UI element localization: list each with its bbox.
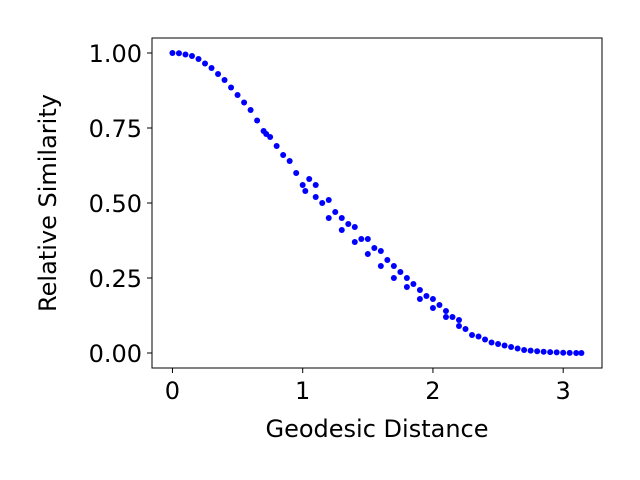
data-point — [429, 305, 436, 311]
data-point — [202, 60, 209, 67]
y-tick-label: 0.00 — [89, 340, 142, 368]
x-axis-label: Geodesic Distance — [266, 415, 489, 443]
data-point — [455, 323, 462, 329]
data-point — [221, 77, 228, 83]
data-point — [488, 339, 495, 346]
data-point — [169, 50, 176, 56]
y-tick-label: 0.50 — [89, 190, 142, 218]
data-point — [351, 239, 358, 245]
data-point — [377, 248, 384, 254]
data-point — [306, 176, 313, 182]
data-point — [390, 263, 397, 269]
data-point — [442, 308, 449, 314]
data-point — [364, 251, 371, 257]
data-point — [573, 350, 580, 356]
data-point — [332, 209, 339, 215]
data-point — [540, 348, 547, 355]
data-point — [390, 275, 397, 281]
data-point — [560, 349, 567, 356]
data-point — [364, 236, 371, 242]
data-point — [371, 245, 378, 251]
data-point — [527, 347, 534, 354]
y-axis-label: Relative Similarity — [34, 94, 62, 312]
data-point — [534, 348, 541, 355]
data-point — [403, 284, 410, 290]
data-point — [273, 143, 280, 149]
data-point — [293, 170, 300, 176]
data-point — [182, 51, 189, 58]
data-point — [280, 152, 287, 158]
x-tick-label: 3 — [556, 377, 571, 405]
x-axis-ticks: 0 1 2 3 — [165, 368, 571, 405]
data-point — [325, 215, 332, 221]
data-point — [462, 326, 469, 332]
data-point — [423, 293, 430, 299]
data-point — [228, 84, 235, 91]
data-point — [319, 200, 326, 206]
data-point — [247, 107, 254, 113]
data-point — [449, 314, 456, 320]
data-point — [416, 296, 423, 302]
x-tick-label: 1 — [295, 377, 310, 405]
data-point — [338, 227, 345, 233]
data-point — [312, 194, 319, 200]
data-point — [495, 341, 502, 347]
data-point — [241, 99, 248, 106]
y-tick-label: 1.00 — [89, 40, 142, 68]
y-tick-label: 0.75 — [89, 115, 142, 143]
data-point — [358, 236, 365, 242]
data-point — [286, 158, 293, 164]
data-point — [482, 336, 489, 343]
data-point — [208, 65, 215, 71]
y-tick-label: 0.25 — [89, 265, 142, 293]
data-point — [384, 257, 391, 263]
data-point — [566, 349, 573, 356]
data-point — [377, 263, 384, 269]
data-point — [188, 53, 195, 59]
data-point — [416, 287, 423, 293]
data-points — [169, 50, 585, 356]
data-point — [338, 215, 345, 221]
data-point — [501, 342, 508, 349]
data-point — [521, 347, 528, 353]
data-point — [442, 314, 449, 320]
data-point — [397, 269, 404, 275]
x-tick-label: 2 — [425, 377, 440, 405]
data-point — [312, 182, 319, 188]
data-point — [514, 345, 521, 352]
data-point — [547, 349, 554, 356]
data-point — [429, 296, 436, 302]
x-tick-label: 0 — [165, 377, 180, 405]
data-point — [345, 221, 352, 227]
data-point — [469, 332, 476, 338]
data-point — [403, 275, 410, 281]
data-point — [234, 92, 241, 98]
data-point — [455, 317, 462, 323]
data-point — [351, 224, 358, 230]
data-point — [325, 197, 332, 203]
data-point — [475, 333, 482, 340]
data-point — [215, 71, 222, 77]
data-point — [508, 344, 515, 350]
data-point — [267, 134, 274, 140]
data-point — [578, 350, 585, 356]
data-point — [410, 281, 417, 287]
y-axis-ticks: 0.00 0.25 0.50 0.75 1.00 — [89, 40, 152, 368]
data-point — [436, 302, 443, 308]
data-point — [175, 50, 182, 57]
data-point — [553, 349, 560, 356]
data-point — [254, 117, 261, 124]
data-point — [195, 56, 202, 62]
data-point — [299, 182, 306, 188]
data-point — [302, 188, 309, 194]
